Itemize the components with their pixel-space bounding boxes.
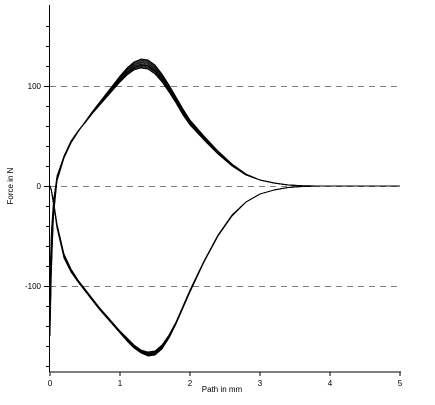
- cycle-lower-line-2: [49, 185, 400, 357]
- cycle-lower-line-17: [49, 185, 400, 353]
- x-tick-label: 0: [48, 379, 53, 388]
- cycle-lower-line-1: [49, 185, 400, 357]
- cycle-lower-line-19: [49, 185, 400, 353]
- y-axis-title: Force in N: [6, 167, 15, 204]
- cycle-lower-line-15: [49, 185, 400, 354]
- cycle-lower-line-20: [49, 185, 400, 353]
- x-tick-label: 5: [398, 379, 403, 388]
- x-tick-label: 1: [118, 379, 123, 388]
- y-tick-label: -100: [25, 282, 42, 291]
- x-tick-label: 4: [328, 379, 333, 388]
- cycle-lower-line-16: [49, 185, 400, 354]
- cycle-lower-line-14: [49, 185, 400, 354]
- cycle-upper-line-13: [49, 62, 400, 314]
- series-line-5: [49, 185, 400, 353]
- cycle-lower-line-3: [49, 185, 400, 356]
- cycle-upper-line-20: [49, 58, 400, 337]
- y-ticks: 100 0 -100: [25, 26, 50, 367]
- cycle-lower-line-11: [49, 185, 400, 355]
- cycle-lower-line-8: [49, 185, 400, 355]
- cycle-lower-line-4: [49, 185, 400, 356]
- x-axis-title: Path in mm: [202, 385, 243, 394]
- x-tick-label: 3: [258, 379, 263, 388]
- y-tick-label: 0: [37, 182, 42, 191]
- axes-group: [49, 5, 401, 373]
- reference-lines: [50, 86, 400, 287]
- cycle-lower-line-6: [49, 185, 400, 356]
- cycle-lower-line-13: [49, 185, 400, 354]
- curves-group: [49, 58, 400, 357]
- cycle-lower-line-9: [49, 185, 400, 355]
- y-tick-label: 100: [28, 82, 42, 91]
- cycle-lower-line-18: [49, 185, 400, 353]
- x-tick-label: 2: [188, 379, 193, 388]
- cycle-lower-line-12: [49, 185, 400, 354]
- series-line-4: [49, 185, 400, 357]
- cycle-lower-line-5: [49, 185, 400, 356]
- cycle-lower-line-10: [49, 185, 400, 355]
- cycle-lower-line-7: [49, 185, 400, 356]
- x-ticks: 0 1 2 3 4 5: [48, 372, 403, 388]
